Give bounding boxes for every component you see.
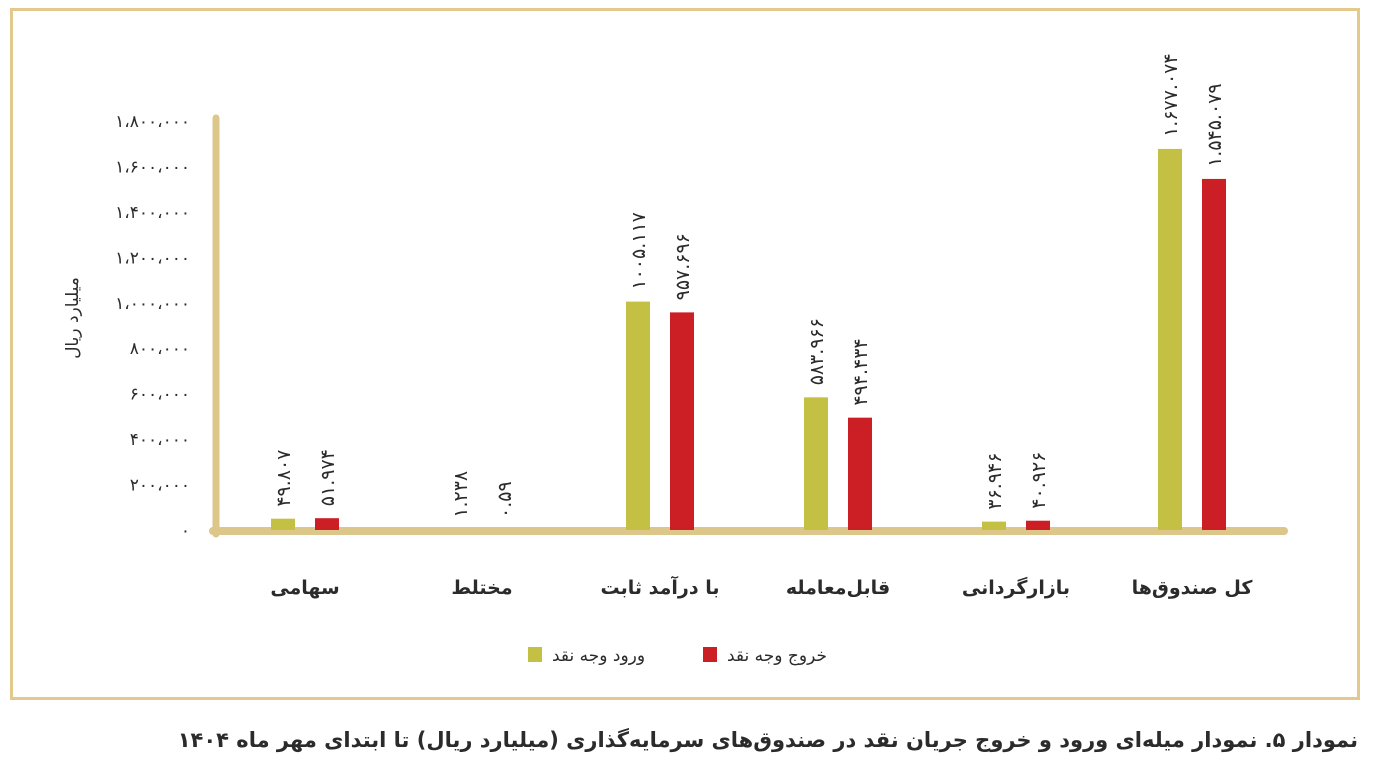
outflow-bar	[315, 518, 339, 530]
outflow-data-label: ۴۹۴.۴۳۴	[850, 338, 872, 405]
category-label: مختلط	[451, 577, 512, 599]
inflow-data-label: ۴۹.۸۰۷	[273, 450, 295, 507]
inflow-bar	[982, 521, 1006, 530]
inflow-bar	[804, 397, 828, 530]
category-label: بازارگردانی	[962, 576, 1070, 599]
outflow-data-label: ۵۱.۹۷۴	[317, 449, 339, 506]
y-tick-label: ۲۰۰،۰۰۰	[130, 476, 190, 496]
outflow-bar	[670, 312, 694, 530]
legend-swatch-outflow	[703, 647, 717, 662]
outflow-bar	[1026, 520, 1050, 530]
category-label: با درآمد ثابت	[601, 575, 720, 599]
category-label: قابل‌معامله	[786, 577, 890, 599]
y-axis-label: میلیارد ریال	[63, 277, 83, 359]
inflow-data-label: ۱.۲۳۸	[450, 471, 472, 518]
outflow-bar	[848, 417, 872, 530]
inflow-data-label: ۱۰۰۵.۱۱۷	[628, 212, 650, 289]
y-tick-label: ۱،۶۰۰،۰۰۰	[115, 157, 190, 177]
inflow-bar	[626, 301, 650, 530]
outflow-data-label: ۹۵۷.۶۹۶	[672, 233, 694, 300]
y-tick-label: ۴۰۰،۰۰۰	[130, 430, 190, 450]
category-label: کل صندوق‌ها	[1132, 577, 1254, 599]
outflow-data-label: ۱.۵۴۵.۰۷۹	[1204, 83, 1226, 167]
legend-label-inflow: ورود وجه نقد	[552, 646, 645, 666]
y-tick-label: ۱،۲۰۰،۰۰۰	[115, 248, 190, 268]
figure-caption: نمودار ۵. نمودار میله‌ای ورود و خروج جری…	[177, 728, 1358, 752]
inflow-bar	[271, 518, 295, 530]
inflow-data-label: ۳۶.۹۴۶	[984, 453, 1006, 510]
y-tick-label: ۸۰۰،۰۰۰	[130, 339, 190, 359]
inflow-bar	[1158, 148, 1182, 530]
inflow-data-label: ۱.۶۷۷.۰۷۴	[1160, 53, 1182, 137]
outflow-data-label: ۰.۵۹	[494, 481, 516, 518]
y-tick-label: ۱،۸۰۰،۰۰۰	[115, 112, 190, 132]
legend-swatch-inflow	[528, 647, 542, 662]
legend-label-outflow: خروج وجه نقد	[727, 646, 827, 666]
y-tick-label: ۶۰۰،۰۰۰	[130, 385, 190, 405]
outflow-data-label: ۴۰.۹۲۶	[1028, 452, 1050, 509]
category-label: سهامی	[270, 577, 339, 599]
y-tick-label: ۰	[181, 521, 190, 541]
y-tick-label: ۱،۴۰۰،۰۰۰	[115, 203, 190, 223]
chart-frame	[10, 8, 1360, 700]
outflow-bar	[1202, 178, 1226, 531]
inflow-data-label: ۵۸۳.۹۶۶	[806, 318, 828, 385]
y-tick-label: ۱،۰۰۰،۰۰۰	[115, 294, 190, 314]
